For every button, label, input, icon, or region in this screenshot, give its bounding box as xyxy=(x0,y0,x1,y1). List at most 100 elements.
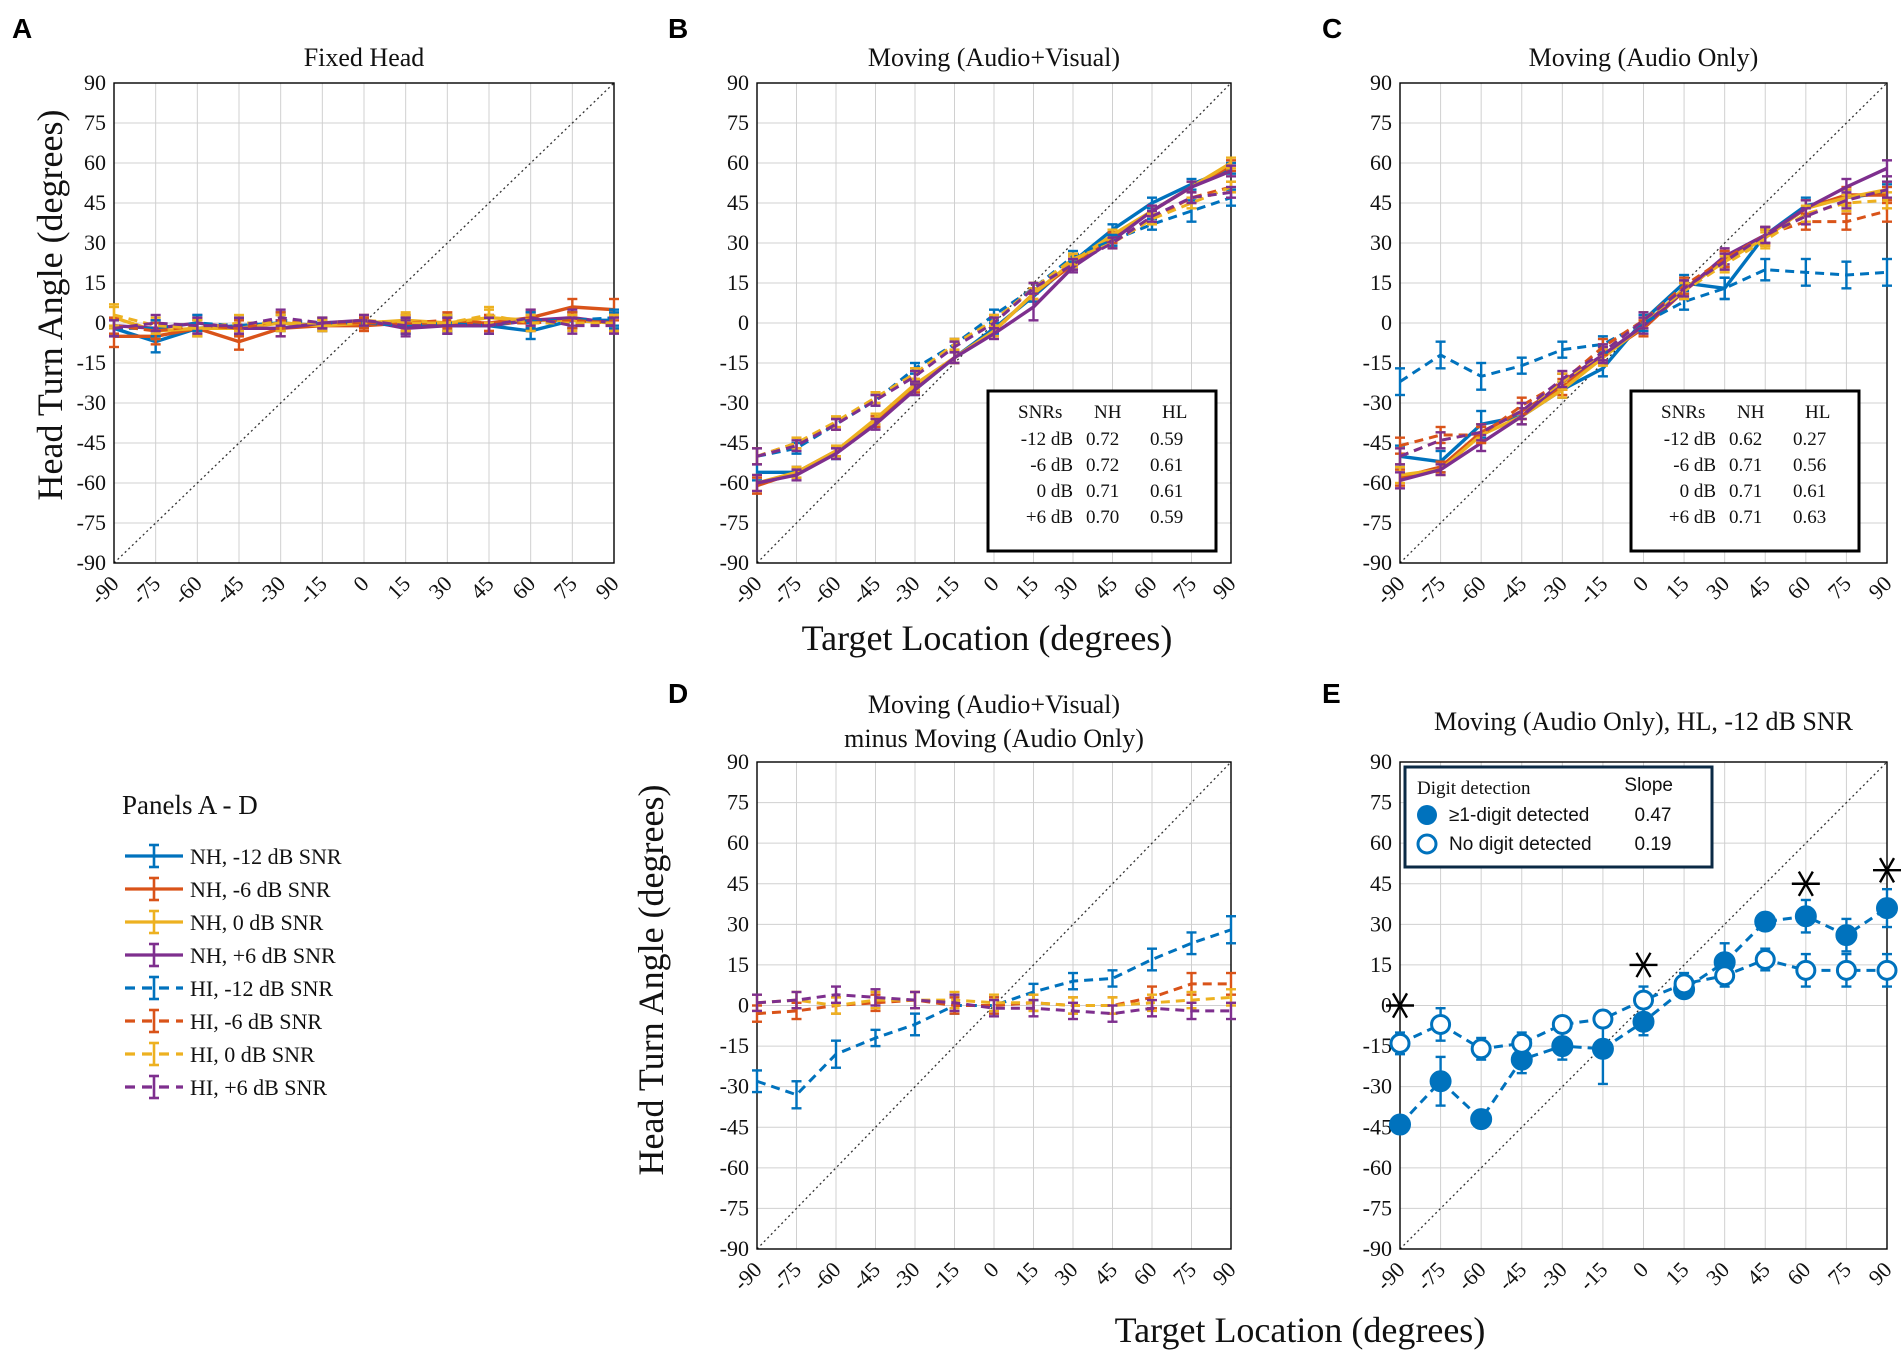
y-tick-label: -15 xyxy=(1363,350,1392,375)
slope-table-nh: 0.71 xyxy=(1729,507,1762,528)
x-tick-label: 75 xyxy=(1168,571,1201,604)
x-tick-label: 45 xyxy=(1742,1257,1775,1290)
x-tick-label: 45 xyxy=(1089,1257,1122,1290)
data-point-filled xyxy=(1876,897,1898,920)
significance-asterisk xyxy=(1791,871,1820,897)
series-hi-6-db-snr xyxy=(752,185,1236,466)
x-tick-label: 30 xyxy=(1701,1257,1734,1290)
data-point-open xyxy=(1592,1008,1614,1030)
digit-legend-marker-open xyxy=(1416,833,1438,855)
x-tick-label: -45 xyxy=(210,571,248,609)
y-tick-label: -90 xyxy=(1363,550,1392,575)
panel-title: Moving (Audio Only), HL, -12 dB SNR xyxy=(1434,707,1854,736)
y-tick-label: -90 xyxy=(720,550,749,575)
y-tick-label: -45 xyxy=(1363,1114,1392,1139)
x-tick-label: -15 xyxy=(926,1257,964,1295)
y-tick-label: -60 xyxy=(77,470,106,495)
digit-legend-slope-header: Slope xyxy=(1624,775,1673,796)
slope-table-hl: 0.27 xyxy=(1793,429,1826,450)
legend-entry: HI, -12 dB SNR xyxy=(125,975,333,1001)
y-tick-label: -45 xyxy=(720,1114,749,1139)
y-tick-label: 75 xyxy=(1370,110,1392,135)
legend-entry: HI, -6 dB SNR xyxy=(125,1008,322,1034)
unity-diagonal xyxy=(756,761,1232,1250)
x-tick-label: 45 xyxy=(1742,571,1775,604)
y-tick-label: 60 xyxy=(727,150,749,175)
slope-table-hl: 0.61 xyxy=(1150,481,1183,502)
y-tick-label: 15 xyxy=(727,952,749,977)
panel-d: D Moving (Audio+Visual) minus Moving (Audi… xyxy=(668,678,1241,1295)
y-tick-label: 45 xyxy=(1370,190,1392,215)
y-tick-label: 45 xyxy=(727,190,749,215)
data-point-open xyxy=(1470,1038,1492,1060)
x-tick-label: -75 xyxy=(1412,1257,1450,1295)
y-tick-label: 30 xyxy=(1370,911,1392,936)
asterisk-stroke xyxy=(1797,871,1814,897)
data-point-filled xyxy=(1551,1035,1574,1058)
x-tick-label: 60 xyxy=(1782,571,1815,604)
digit-legend-marker-filled xyxy=(1417,805,1437,825)
y-tick-label: 90 xyxy=(1370,70,1392,95)
series-no-digit-detected xyxy=(1389,947,1898,1061)
data-point-filled xyxy=(1794,905,1817,928)
data-point-open xyxy=(1430,1013,1452,1035)
legend-label: HI, -12 dB SNR xyxy=(190,976,333,1001)
x-tick-label: 30 xyxy=(1049,571,1082,604)
slope-table-nh: 0.70 xyxy=(1086,507,1119,528)
data-point-open xyxy=(1876,959,1898,981)
y-tick-label: -90 xyxy=(720,1236,749,1261)
x-tick-label: -75 xyxy=(768,571,806,609)
y-tick-label: -75 xyxy=(720,510,749,535)
x-tick-label: -45 xyxy=(847,1257,885,1295)
x-tick-label: -30 xyxy=(252,571,290,609)
data-point-open xyxy=(1714,965,1736,987)
series-hi-6-db-snr xyxy=(109,308,619,338)
x-tick-label: -45 xyxy=(847,571,885,609)
data-point-open xyxy=(1551,1013,1573,1035)
legend-entry: NH, -6 dB SNR xyxy=(125,876,331,902)
significance-asterisk xyxy=(1873,857,1901,883)
x-tick-label: -90 xyxy=(85,571,123,609)
y-tick-label: 90 xyxy=(84,70,106,95)
x-tick-label: -60 xyxy=(1452,571,1490,609)
x-tick-label: 90 xyxy=(1207,1257,1240,1290)
y-tick-label: -60 xyxy=(720,470,749,495)
data-point-open xyxy=(1673,973,1695,995)
y-tick-label: 0 xyxy=(738,310,749,335)
asterisk-stroke xyxy=(1391,992,1409,1019)
data-point-filled xyxy=(1835,924,1858,947)
x-tick-label: 90 xyxy=(1863,1257,1896,1290)
significance-markers xyxy=(1386,857,1901,1019)
digit-legend-label: No digit detected xyxy=(1449,834,1592,855)
x-axis-label-top: Target Location (degrees) xyxy=(802,618,1173,658)
y-tick-label: -30 xyxy=(1363,390,1392,415)
data-point-open xyxy=(1795,959,1817,981)
y-tick-label: 60 xyxy=(84,150,106,175)
slope-table-header: SNRs xyxy=(1661,402,1705,423)
y-tick-label: -60 xyxy=(720,1155,749,1180)
main-legend: Panels A - D NH, -12 dB SNR NH, -6 dB SNR… xyxy=(122,790,342,1100)
x-tick-label: 60 xyxy=(1128,1257,1161,1290)
slope-table-hl: 0.61 xyxy=(1793,481,1826,502)
y-tick-label: 75 xyxy=(727,790,749,815)
x-axis-label-bottom: Target Location (degrees) xyxy=(1115,1310,1486,1350)
x-tick-label: 0 xyxy=(978,1257,1003,1282)
legend-entry: HI, +6 dB SNR xyxy=(125,1074,327,1100)
data-point-filled xyxy=(1754,910,1777,933)
slope-table-snr: 0 dB xyxy=(1680,481,1716,502)
slope-table-snr: -6 dB xyxy=(1673,455,1716,476)
asterisk-stroke xyxy=(1878,857,1896,883)
x-tick-label: -90 xyxy=(1371,571,1409,609)
y-tick-label: 30 xyxy=(727,230,749,255)
y-tick-label: -90 xyxy=(1363,1236,1392,1261)
legend-entry: HI, 0 dB SNR xyxy=(125,1041,315,1067)
slope-table-snr: -12 dB xyxy=(1021,429,1073,450)
y-tick-label: -15 xyxy=(720,1033,749,1058)
y-tick-label: -75 xyxy=(1363,1195,1392,1220)
data-point-open xyxy=(1835,959,1857,981)
series-hi-6-db-snr xyxy=(752,985,1236,1023)
data-point-open xyxy=(1633,989,1654,1011)
